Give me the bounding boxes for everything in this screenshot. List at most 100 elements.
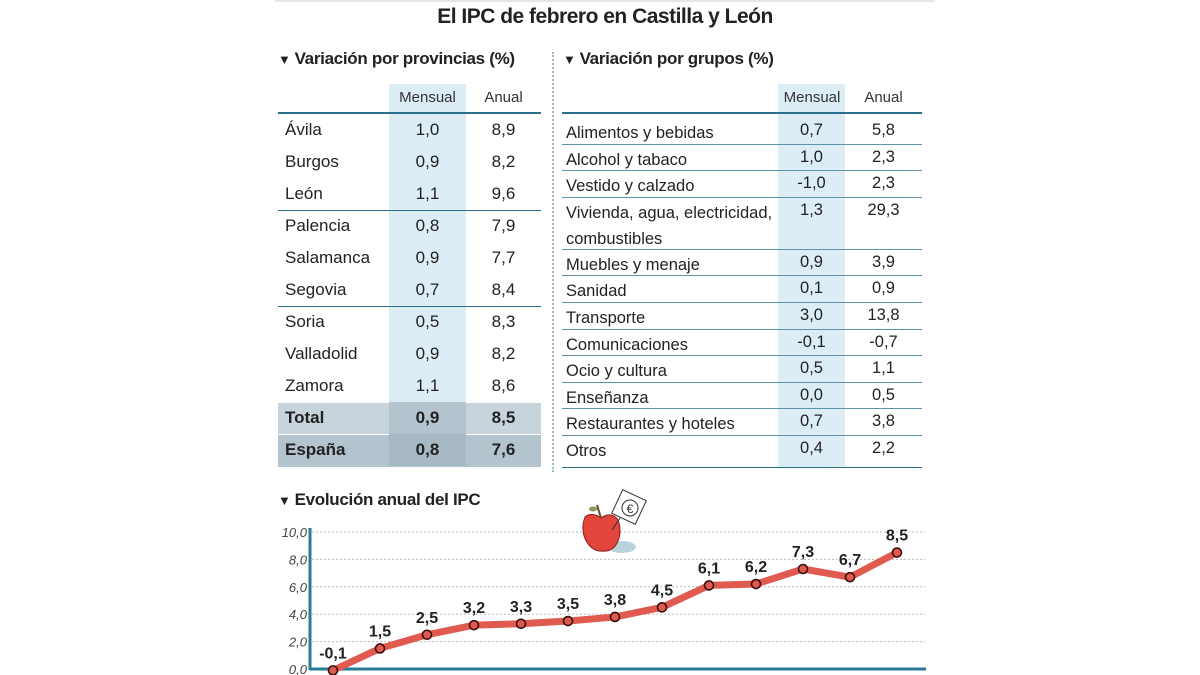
group-anual: 2,3 — [872, 147, 895, 166]
data-point — [656, 602, 668, 613]
data-point — [797, 563, 809, 575]
province-name: Soria — [285, 312, 325, 331]
data-label: 7,3 — [792, 544, 814, 561]
group-mensual: 0,7 — [800, 121, 823, 139]
row-separator — [562, 275, 922, 277]
group-name: Otros — [566, 442, 607, 460]
province-mensual: 0,9 — [415, 248, 440, 267]
triangle-down-icon: ▼ — [563, 52, 576, 67]
province-anual: 8,4 — [491, 280, 516, 299]
group-mensual: -1,0 — [797, 174, 826, 193]
y-tick-label: 2,0 — [288, 635, 308, 650]
data-point — [421, 629, 433, 641]
group-name: Alimentos y bebidas — [566, 124, 714, 142]
province-mensual: 1,0 — [415, 120, 440, 139]
group-mensual: 0,1 — [800, 279, 823, 298]
group-mensual: 1,3 — [800, 200, 823, 219]
col-header-mensual: Mensual — [399, 89, 456, 106]
data-label: 6,7 — [839, 552, 861, 569]
triangle-down-icon: ▼ — [278, 52, 291, 67]
table-bottom-rule — [562, 467, 922, 468]
data-point — [609, 611, 621, 623]
group-separator — [278, 210, 541, 211]
province-mensual: 0,9 — [415, 152, 440, 171]
province-name: Burgos — [285, 152, 339, 171]
data-label: 2,5 — [416, 610, 438, 627]
province-anual: 7,9 — [491, 216, 516, 235]
col-header-anual: Anual — [864, 89, 903, 106]
province-anual: 8,6 — [491, 376, 516, 395]
y-tick-label: 8,0 — [289, 552, 308, 567]
data-label: 4,5 — [651, 582, 673, 599]
data-label: 3,5 — [557, 596, 579, 613]
group-mensual: 3,0 — [800, 306, 823, 324]
province-anual: 8,9 — [491, 120, 516, 139]
group-anual: 1,1 — [872, 359, 895, 378]
group-mensual: 0,9 — [800, 252, 823, 271]
row-separator — [562, 381, 922, 383]
data-label: 3,2 — [463, 600, 485, 617]
province-mensual: 1,1 — [415, 184, 440, 203]
data-label: 3,8 — [604, 592, 626, 609]
group-name: Enseñanza — [566, 388, 649, 407]
province-mensual: 1,1 — [415, 376, 440, 395]
row-separator — [562, 328, 922, 330]
summary-name: España — [285, 440, 346, 459]
row-separator — [562, 170, 922, 172]
group-separator — [278, 306, 541, 307]
col-header-anual: Anual — [484, 89, 523, 106]
province-mensual: 0,5 — [415, 312, 440, 331]
row-separator — [562, 435, 922, 436]
data-label: -0,1 — [319, 645, 347, 662]
summary-name: Total — [285, 408, 325, 427]
row-separator — [562, 248, 922, 250]
group-name: Muebles y menaje — [566, 255, 700, 274]
data-label: 8,5 — [886, 528, 908, 545]
page-title: El IPC de febrero en Castilla y León — [437, 5, 773, 28]
province-mensual: 0,7 — [415, 280, 440, 299]
group-anual: 3,9 — [872, 252, 895, 271]
data-point — [891, 547, 903, 558]
group-name: Restaurantes y hoteles — [566, 415, 735, 434]
row-separator — [562, 143, 922, 145]
province-mensual: 0,9 — [415, 344, 440, 363]
svg-text:€: € — [627, 502, 634, 516]
data-label: 6,1 — [698, 560, 720, 577]
group-anual: 3,8 — [872, 412, 895, 431]
row-separator — [562, 196, 922, 198]
top-rule — [275, 0, 935, 2]
province-name: Palencia — [285, 216, 351, 235]
group-anual: 2,3 — [872, 174, 895, 193]
grupos-heading: ▼ Variación por grupos (%) — [563, 49, 774, 68]
apple-with-euro-tag-icon: € — [582, 489, 647, 553]
province-mensual: 0,8 — [415, 216, 440, 235]
data-point — [327, 665, 339, 675]
y-tick-label: 4,0 — [289, 607, 308, 622]
mensual-column-band — [389, 84, 466, 402]
group-anual: 5,8 — [872, 121, 895, 139]
header-rule — [562, 112, 922, 114]
province-name: Salamanca — [285, 248, 371, 267]
province-name: Zamora — [285, 376, 344, 395]
group-name: Transporte — [566, 309, 646, 327]
data-point — [750, 578, 762, 590]
data-point — [844, 571, 856, 583]
province-anual: 9,6 — [491, 184, 516, 203]
province-name: Ávila — [285, 120, 322, 139]
province-name: León — [285, 184, 323, 203]
province-name: Segovia — [285, 280, 347, 299]
group-anual: 13,8 — [867, 306, 900, 324]
group-mensual: 0,4 — [800, 439, 823, 457]
group-name: Vestido y calzado — [566, 177, 695, 196]
group-mensual: 0,0 — [800, 385, 823, 404]
group-mensual: 0,7 — [800, 412, 823, 431]
y-tick-label: 10,0 — [282, 525, 308, 540]
group-name: Vivienda, agua, electricidad, combustibl… — [566, 203, 773, 248]
group-anual: 2,2 — [872, 439, 895, 457]
summary-anual: 8,5 — [491, 408, 516, 427]
row-separator — [562, 302, 922, 303]
province-anual: 8,2 — [491, 152, 516, 171]
summary-band — [389, 402, 466, 434]
data-label: 1,5 — [369, 623, 391, 640]
